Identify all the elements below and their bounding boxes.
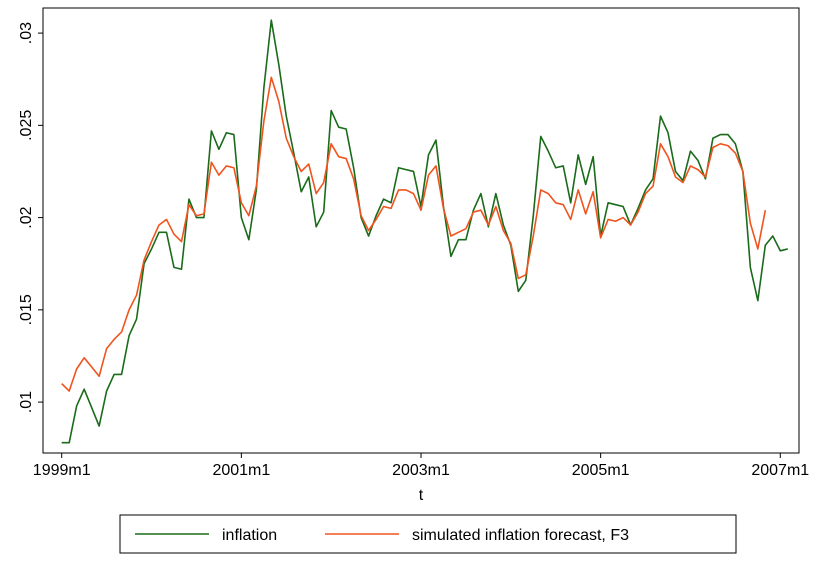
line-series — [61, 76, 767, 392]
legend-box — [119, 514, 737, 554]
x-tick-label: 2005m1 — [572, 462, 630, 479]
y-tick-label: .02 — [18, 206, 35, 228]
x-tick-label: 1999m1 — [33, 462, 91, 479]
x-tick-label: 2007m1 — [751, 462, 809, 479]
y-tick-label: .03 — [18, 22, 35, 44]
y-tick-label: .01 — [18, 391, 35, 413]
x-tick-label: 2001m1 — [212, 462, 270, 479]
legend-label: simulated inflation forecast, F3 — [412, 527, 629, 544]
y-tick-label: .015 — [18, 294, 35, 325]
line-series — [61, 19, 788, 444]
plot-frame — [42, 7, 800, 454]
y-tick-label: .025 — [18, 110, 35, 141]
legend-label: inflation — [222, 527, 277, 544]
x-axis-label: t — [419, 487, 424, 504]
x-tick-label: 2003m1 — [392, 462, 450, 479]
